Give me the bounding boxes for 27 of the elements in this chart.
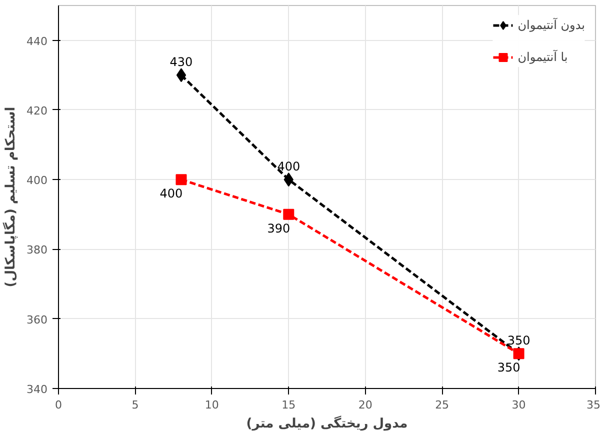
x-axis-title: مدول ریختگی (میلی متر) [246, 416, 408, 432]
y-tick-label: 440 [26, 34, 48, 48]
x-tick-label: 30 [512, 398, 526, 412]
data-label: 350 [497, 360, 520, 375]
y-tick-label: 380 [26, 244, 48, 257]
x-tick-label: 5 [132, 398, 139, 412]
x-tick-label: 10 [204, 398, 219, 412]
data-label: 350 [507, 334, 530, 348]
y-tick-label: 360 [26, 313, 48, 326]
x-tick-label: 20 [358, 398, 372, 412]
point [176, 174, 187, 186]
data-label: 400 [160, 186, 183, 201]
data-label: 400 [277, 160, 300, 174]
x-tick-label: 0 [55, 398, 62, 412]
data-label: 390 [267, 221, 290, 236]
x-tick-label: 25 [435, 398, 450, 412]
legend-label: بدون آنتیموان [518, 18, 585, 32]
x-tick-label: 15 [282, 398, 296, 412]
x-tick-label: 35 [586, 398, 601, 412]
point [176, 68, 186, 82]
y-tick-label: 420 [26, 104, 48, 118]
y-axis-title: استحکام تسلیم (مگاپاسکال) [2, 106, 19, 288]
point [283, 208, 294, 220]
data-label: 430 [170, 55, 193, 70]
legend-label: با آنتیموان [518, 50, 568, 64]
y-tick-label: 400 [26, 174, 48, 188]
y-tick-label: 340 [26, 383, 48, 396]
